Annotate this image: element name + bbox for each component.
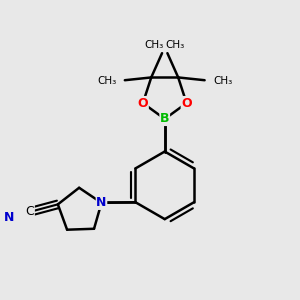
Text: B: B <box>160 112 169 125</box>
Text: O: O <box>181 97 192 110</box>
Text: C: C <box>26 206 34 218</box>
Text: N: N <box>4 211 14 224</box>
Text: CH₃: CH₃ <box>97 76 116 86</box>
Text: CH₃: CH₃ <box>166 40 185 50</box>
Text: N: N <box>96 196 107 209</box>
Text: CH₃: CH₃ <box>145 40 164 50</box>
Text: CH₃: CH₃ <box>213 76 232 86</box>
Text: O: O <box>138 97 148 110</box>
